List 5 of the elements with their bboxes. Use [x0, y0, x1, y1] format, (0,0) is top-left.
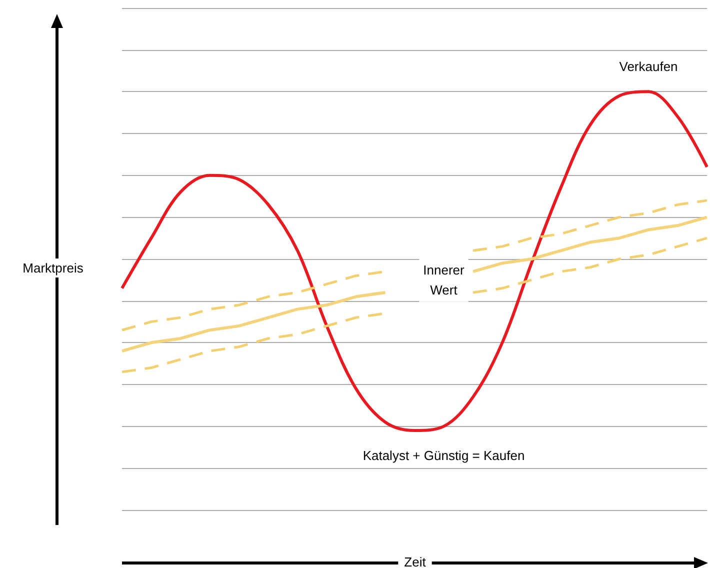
annotation: Katalyst + Günstig = Kaufen	[362, 448, 525, 464]
text: Verkaufen	[619, 59, 678, 74]
x-axis-title: Zeit	[404, 554, 426, 568]
y-axis-title: Marktpreis	[22, 260, 84, 276]
annotation: Innerer Wert	[423, 262, 466, 298]
